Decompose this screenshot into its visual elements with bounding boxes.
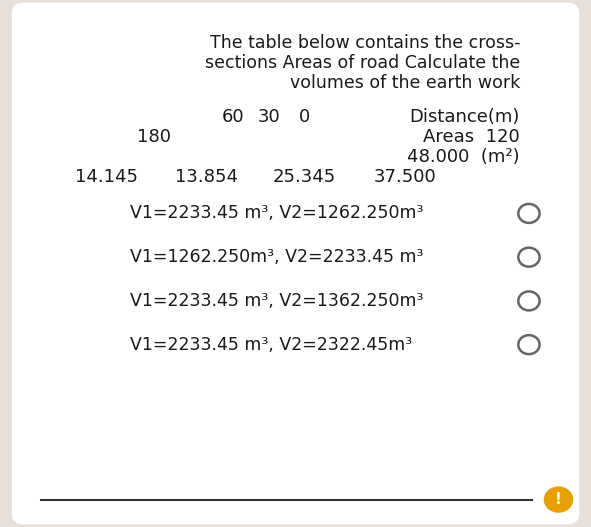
Text: Areas  120: Areas 120 bbox=[423, 128, 520, 146]
Text: V1=2233.45 m³, V2=2322.45m³: V1=2233.45 m³, V2=2322.45m³ bbox=[130, 336, 413, 354]
Text: volumes of the earth work: volumes of the earth work bbox=[290, 74, 520, 92]
Text: !: ! bbox=[555, 492, 562, 507]
Text: sections Areas of road Calculate the: sections Areas of road Calculate the bbox=[205, 54, 520, 72]
Text: 14.145: 14.145 bbox=[75, 168, 138, 186]
Text: 25.345: 25.345 bbox=[272, 168, 336, 186]
Text: V1=2233.45 m³, V2=1262.250m³: V1=2233.45 m³, V2=1262.250m³ bbox=[130, 204, 424, 222]
Text: Distance(m): Distance(m) bbox=[410, 108, 520, 126]
Text: 13.854: 13.854 bbox=[176, 168, 238, 186]
Text: V1=1262.250m³, V2=2233.45 m³: V1=1262.250m³, V2=2233.45 m³ bbox=[130, 248, 424, 266]
Text: 30: 30 bbox=[258, 108, 280, 126]
Text: 48.000  (m²): 48.000 (m²) bbox=[407, 148, 520, 166]
Text: 37.500: 37.500 bbox=[374, 168, 436, 186]
Text: 60: 60 bbox=[222, 108, 245, 126]
Text: V1=2233.45 m³, V2=1362.250m³: V1=2233.45 m³, V2=1362.250m³ bbox=[130, 292, 424, 310]
Text: 180: 180 bbox=[137, 128, 171, 146]
Text: 0: 0 bbox=[298, 108, 310, 126]
Text: The table below contains the cross-: The table below contains the cross- bbox=[210, 34, 520, 52]
